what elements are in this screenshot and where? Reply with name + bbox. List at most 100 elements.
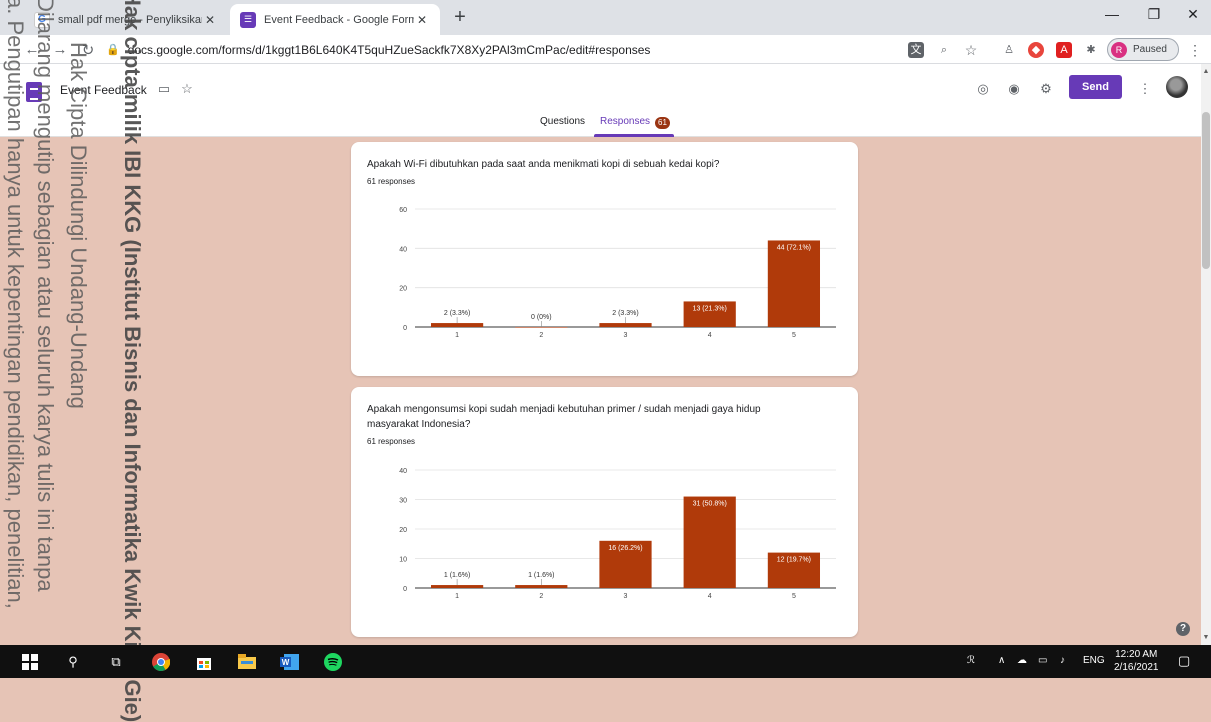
puzzle-extensions-icon[interactable]: ✱ — [1086, 44, 1096, 56]
extension-person-icon[interactable]: ♙ — [1004, 44, 1014, 56]
star-icon[interactable]: ☆ — [181, 81, 193, 96]
bar — [683, 496, 736, 588]
people-icon[interactable]: ℛ — [967, 655, 975, 666]
notification-icon[interactable]: ▢ — [1178, 653, 1191, 668]
question-card-1: Apakah Wi-Fi dibutuhkan pada saat anda m… — [351, 142, 858, 376]
page-scrollbar[interactable] — [1201, 64, 1211, 645]
bookmark-star-icon[interactable]: ☆ — [964, 42, 978, 58]
windows-start-icon[interactable] — [20, 653, 40, 671]
more-options-icon[interactable]: ⋮ — [1138, 81, 1152, 96]
address-bar[interactable]: 🔒 docs.google.com/forms/d/1kggt1B6L640K4… — [106, 38, 898, 61]
reload-icon[interactable]: ↻ — [81, 42, 95, 59]
question-title: Apakah Wi-Fi dibutuhkan pada saat anda m… — [367, 159, 720, 170]
data-label: 2 (3.3%) — [612, 310, 638, 317]
tray-chevron-icon[interactable]: ∧ — [998, 655, 1006, 666]
browser-tab-strip: G small pdf merge - Penyliksikan G ✕ ☰ E… — [0, 0, 1211, 35]
forward-icon[interactable]: → — [52, 41, 68, 58]
question-title: Apakah mengonsumsi kopi sudah menjadi ke… — [367, 404, 761, 430]
y-tick-label: 0 — [403, 586, 407, 593]
search-icon[interactable]: ⚲ — [68, 654, 78, 669]
form-title[interactable]: Event Feedback — [60, 83, 147, 97]
word-icon[interactable]: W — [279, 653, 301, 671]
restore-icon[interactable]: ❐ — [1147, 6, 1161, 22]
browser-tab-forms[interactable]: ☰ Event Feedback - Google Forms ✕ — [230, 4, 440, 35]
bar — [599, 323, 652, 327]
store-icon[interactable] — [193, 653, 215, 671]
onedrive-cloud-icon[interactable]: ☁ — [1017, 655, 1027, 666]
minimize-icon[interactable]: — — [1105, 6, 1119, 22]
x-tick-label: 5 — [792, 332, 796, 339]
y-tick-label: 20 — [399, 286, 407, 293]
bar — [430, 323, 484, 327]
taskbar: ⚲ ⧉ W ℛ ∧ ☁ ▭ ♪ ENG 12:20 AM 2/16/2021 ▢ — [0, 645, 1211, 678]
send-button[interactable]: Send — [1069, 75, 1122, 99]
shield-extension-icon[interactable]: ◆ — [1028, 42, 1044, 58]
browser-tab-pdf[interactable]: G small pdf merge - Penyliksikan G ✕ — [24, 4, 228, 35]
y-tick-label: 30 — [399, 498, 407, 505]
y-tick-label: 40 — [399, 468, 407, 475]
profile-avatar: R — [1111, 41, 1127, 58]
tab-questions[interactable]: Questions — [540, 116, 586, 127]
system-clock[interactable]: 12:20 AM 2/16/2021 — [1114, 648, 1159, 674]
y-tick-label: 10 — [399, 557, 407, 564]
close-window-icon[interactable]: ✕ — [1187, 6, 1199, 22]
responses-count: 61 responses — [367, 437, 416, 446]
x-tick-label: 4 — [708, 332, 712, 339]
google-forms-icon: ☰ — [240, 11, 256, 28]
palette-icon[interactable]: ◎ — [977, 81, 989, 96]
zoom-icon[interactable]: ⌕ — [940, 44, 948, 56]
svg-text:W: W — [282, 658, 290, 667]
profile-button[interactable]: R Paused — [1107, 38, 1179, 61]
preview-eye-icon[interactable]: ◉ — [1008, 81, 1020, 96]
help-icon[interactable]: ? — [1176, 622, 1190, 636]
data-label: 31 (50.8%) — [693, 501, 727, 508]
browser-toolbar: ← → ↻ 🔒 docs.google.com/forms/d/1kggt1B6… — [0, 35, 1211, 64]
task-view-icon[interactable]: ⧉ — [111, 654, 121, 669]
bar — [515, 327, 568, 328]
forms-logo-icon[interactable] — [26, 82, 42, 102]
network-icon[interactable]: ▭ — [1038, 655, 1048, 666]
question-card-2: Apakah mengonsumsi kopi sudah menjadi ke… — [351, 387, 858, 637]
spotify-icon[interactable] — [322, 653, 344, 671]
back-icon[interactable]: ← — [24, 41, 40, 58]
settings-gear-icon[interactable]: ⚙ — [1040, 81, 1052, 96]
google-g-icon: G — [34, 11, 50, 28]
bar-chart: 0 10 20 30 40 1 (1.6%) 1 1 (1.6%) 2 16 (26.2%) 3 31… — [399, 468, 836, 600]
bar — [767, 240, 821, 327]
data-label: 16 (26.2%) — [608, 545, 642, 552]
new-tab-button[interactable]: + — [454, 6, 466, 28]
y-tick-label: 60 — [399, 207, 407, 214]
bar — [515, 585, 568, 588]
chrome-icon[interactable] — [150, 653, 172, 671]
x-tick-label: 1 — [455, 332, 459, 339]
scroll-up-icon[interactable]: ▲ — [1202, 68, 1210, 75]
data-label: 2 (3.3%) — [444, 310, 470, 317]
pdf-extension-icon[interactable]: A — [1056, 42, 1072, 58]
x-tick-label: 5 — [792, 593, 796, 600]
lock-icon: 🔒 — [106, 44, 120, 56]
scroll-down-icon[interactable]: ▼ — [1202, 634, 1210, 641]
clock-time: 12:20 AM — [1115, 649, 1158, 660]
data-label: 1 (1.6%) — [528, 572, 554, 579]
y-tick-label: 20 — [399, 527, 407, 534]
close-tab-icon[interactable]: ✕ — [204, 12, 216, 27]
translate-icon[interactable]: 文 — [908, 42, 924, 58]
bar — [683, 301, 736, 327]
close-tab-icon[interactable]: ✕ — [416, 12, 428, 27]
tab-title: small pdf merge - Penyliksikan G — [58, 13, 202, 26]
x-tick-label: 3 — [624, 332, 628, 339]
x-tick-label: 4 — [708, 593, 712, 600]
x-tick-label: 1 — [455, 593, 459, 600]
url-text: docs.google.com/forms/d/1kggt1B6L640K4T5… — [127, 42, 651, 57]
tab-responses[interactable]: Responses — [600, 116, 651, 127]
y-tick-label: 40 — [399, 246, 407, 253]
scrollbar-thumb[interactable] — [1202, 112, 1210, 269]
profile-status: Paused — [1133, 44, 1167, 55]
volume-icon[interactable]: ♪ — [1060, 655, 1065, 666]
y-tick-label: 0 — [403, 325, 407, 332]
folder-icon[interactable]: ▭ — [157, 81, 171, 96]
language-indicator[interactable]: ENG — [1083, 655, 1105, 666]
browser-menu-icon[interactable]: ⋮ — [1188, 42, 1202, 58]
account-avatar[interactable] — [1166, 76, 1188, 98]
file-explorer-icon[interactable] — [236, 653, 258, 671]
